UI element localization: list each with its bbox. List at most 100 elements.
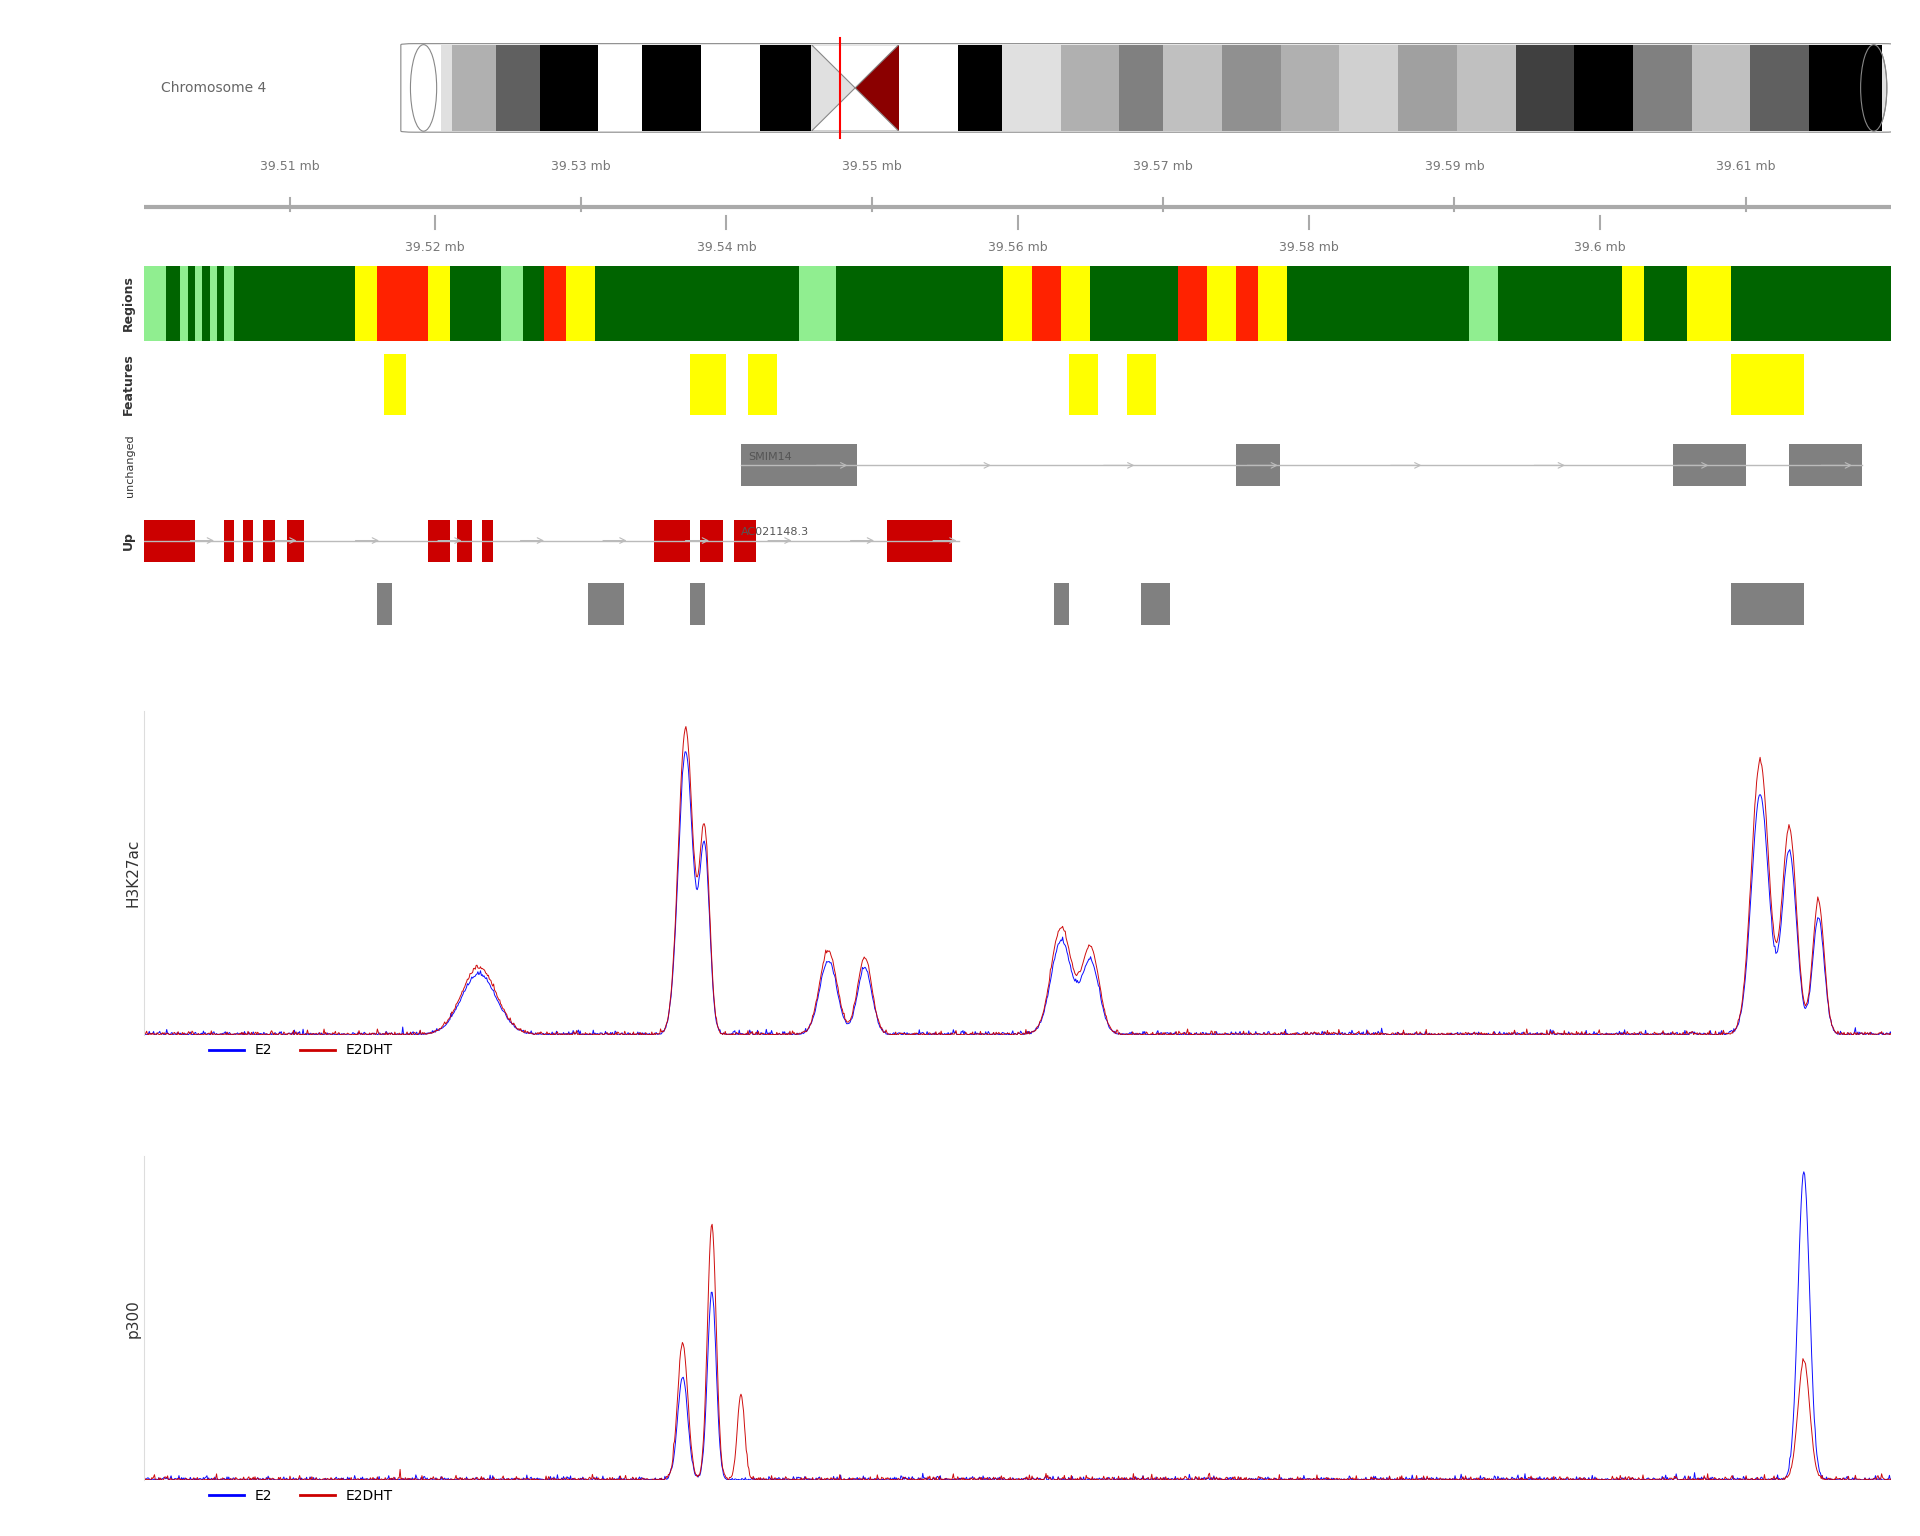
Bar [1062,266,1091,341]
Bar [482,519,493,562]
Y-axis label: H3K27ac: H3K27ac [125,839,140,908]
Text: 39.58 mb: 39.58 mb [1279,241,1338,253]
Text: Up: Up [123,531,134,550]
Bar [376,266,428,341]
Bar [1732,355,1805,415]
Bar [689,584,705,625]
Bar [1236,444,1281,487]
Bar [1119,45,1164,131]
Bar [1091,266,1177,341]
Bar [1002,266,1033,341]
Text: 39.51 mb: 39.51 mb [259,160,319,172]
Legend: E2, E2DHT: E2, E2DHT [204,1038,399,1063]
Bar [749,355,778,415]
Bar [290,266,355,341]
Bar [1574,45,1634,131]
Bar [540,45,599,131]
Bar [424,45,1874,131]
Text: Features: Features [123,353,134,415]
Bar [545,266,566,341]
Text: AC021148.3: AC021148.3 [741,527,808,536]
Bar [449,266,501,341]
Bar [899,45,958,131]
Bar [1688,266,1732,341]
Bar [958,45,1002,131]
Bar [1751,45,1809,131]
Bar [415,131,1882,169]
Bar [286,519,303,562]
Bar [1457,45,1515,131]
Polygon shape [812,45,899,88]
Bar [144,266,165,341]
Bar [457,519,472,562]
Bar [428,266,449,341]
Polygon shape [812,88,899,131]
Bar [760,45,810,131]
Bar [1692,45,1751,131]
Bar [188,266,196,341]
Bar [1164,45,1221,131]
Bar [770,266,799,341]
Text: Regions: Regions [123,275,134,332]
Bar [1672,444,1745,487]
Y-axis label: p300: p300 [125,1299,140,1338]
Bar [854,45,899,131]
Text: 39.52 mb: 39.52 mb [405,241,465,253]
Bar [701,519,724,562]
Bar [1732,584,1805,625]
Bar [1498,266,1599,341]
Bar [701,45,760,131]
Bar [741,444,858,487]
Bar [1599,266,1622,341]
Bar [355,266,376,341]
Bar [1789,444,1862,487]
Bar [225,519,234,562]
Bar [1634,45,1692,131]
Bar [810,45,854,131]
Text: 39.54 mb: 39.54 mb [697,241,756,253]
Bar [144,519,196,562]
Bar [165,266,180,341]
Bar [1340,45,1398,131]
Bar [1236,266,1258,341]
Bar [384,355,407,415]
Bar [407,32,442,144]
Bar [653,519,689,562]
Bar [376,584,392,625]
Ellipse shape [411,45,436,131]
Bar [595,266,770,341]
Bar [495,45,540,131]
Bar [1127,355,1156,415]
Text: 39.55 mb: 39.55 mb [843,160,902,172]
Bar [1002,45,1060,131]
Text: 39.6 mb: 39.6 mb [1574,241,1626,253]
Bar [1809,45,1882,131]
Bar [887,519,952,562]
Bar [244,519,253,562]
Bar [1286,266,1469,341]
Bar [202,266,209,341]
Bar [1177,266,1208,341]
Bar [1054,584,1069,625]
Bar [1069,355,1098,415]
Bar [428,519,449,562]
Bar [689,355,726,415]
Bar [180,266,188,341]
Bar [1033,266,1062,341]
Bar [209,266,217,341]
Bar [1140,584,1171,625]
Bar [1644,266,1688,341]
Bar [234,266,290,341]
Bar [263,519,275,562]
Bar [588,584,624,625]
Text: unchanged: unchanged [125,435,134,496]
Bar [1515,45,1574,131]
Bar [1208,266,1236,341]
Bar [451,45,495,131]
Bar [415,6,1882,45]
Bar [501,266,522,341]
Legend: E2, E2DHT: E2, E2DHT [204,1484,399,1508]
Bar [1732,266,1891,341]
Bar [1398,45,1457,131]
Text: 39.61 mb: 39.61 mb [1716,160,1776,172]
